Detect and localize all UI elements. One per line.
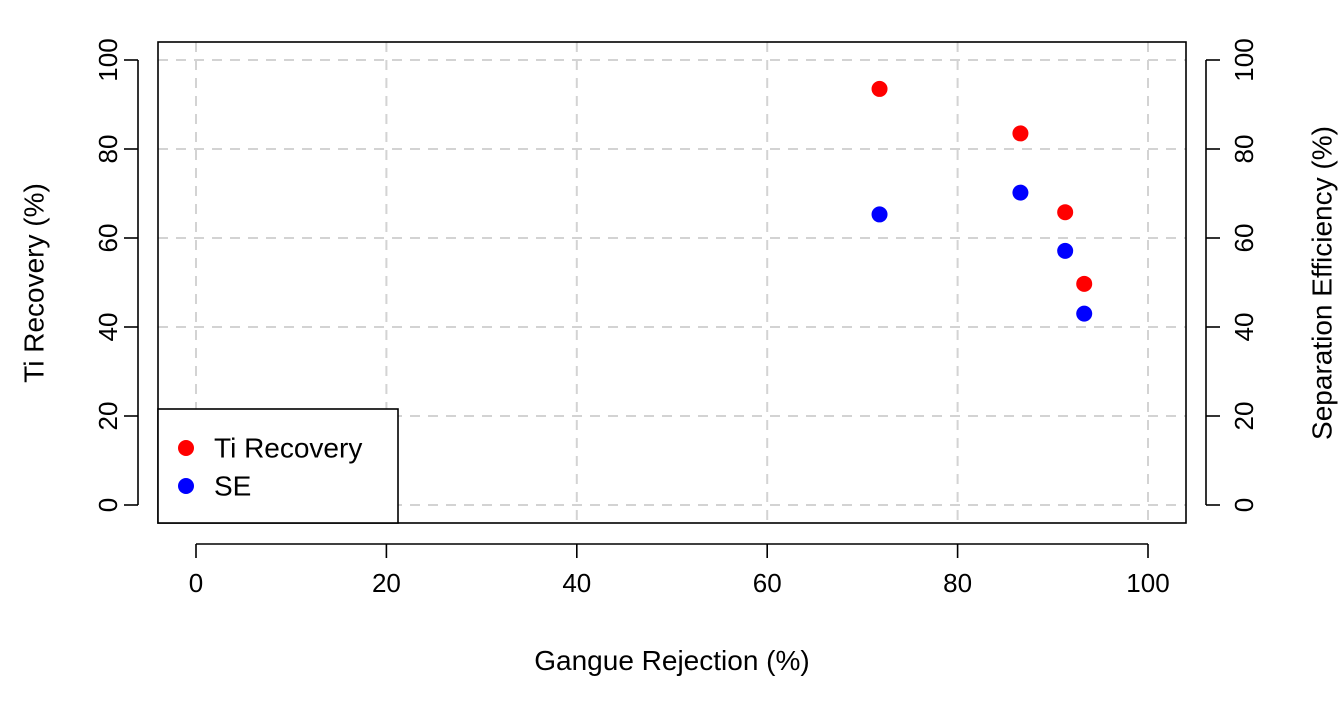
plot-frame [157,41,1187,524]
y2-tick-label-4: 80 [1229,135,1259,164]
legend-marker-se [178,478,194,494]
se-point-3 [1076,305,1093,322]
x-tick-label-3: 60 [753,568,782,598]
se-point-2 [1057,242,1074,259]
ti-recovery-point-1 [1012,125,1029,142]
se-point-1 [1012,184,1029,201]
x-axis-title: Gangue Rejection (%) [534,645,809,676]
x-tick-label-1: 20 [372,568,401,598]
legend-label-ti-recovery: Ti Recovery [214,433,362,464]
ti-recovery-point-2 [1057,204,1074,221]
legend-marker-ti-recovery [178,440,194,456]
y-tick-label-5: 100 [93,38,123,81]
y-tick-label-4: 80 [93,135,123,164]
x-tick-label-2: 40 [562,568,591,598]
y2-axis-title: Separation Efficiency (%) [1307,126,1338,440]
axes-layer: 0 20 40 60 80 100 0 20 40 60 80 100 0 20 40 60 80 100 [93,38,1259,598]
se-point-0 [871,206,888,223]
legend-label-se: SE [214,471,251,502]
points-layer [871,80,1093,322]
y-axis-title: Ti Recovery (%) [19,183,50,383]
y2-tick-label-1: 20 [1229,402,1259,431]
y-tick-label-3: 60 [93,224,123,253]
y-tick-label-2: 40 [93,313,123,342]
ti-recovery-point-0 [871,80,888,97]
x-tick-label-0: 0 [189,568,203,598]
y-tick-label-1: 20 [93,402,123,431]
ti-recovery-point-3 [1076,275,1093,292]
legend-box [157,408,399,524]
legend: Ti Recovery SE [157,408,399,524]
y2-tick-label-3: 60 [1229,224,1259,253]
y2-tick-label-0: 0 [1229,498,1259,512]
y-tick-label-0: 0 [93,498,123,512]
y2-tick-label-2: 40 [1229,313,1259,342]
x-tick-label-4: 80 [943,568,972,598]
x-tick-label-5: 100 [1126,568,1169,598]
y2-tick-label-5: 100 [1229,38,1259,81]
